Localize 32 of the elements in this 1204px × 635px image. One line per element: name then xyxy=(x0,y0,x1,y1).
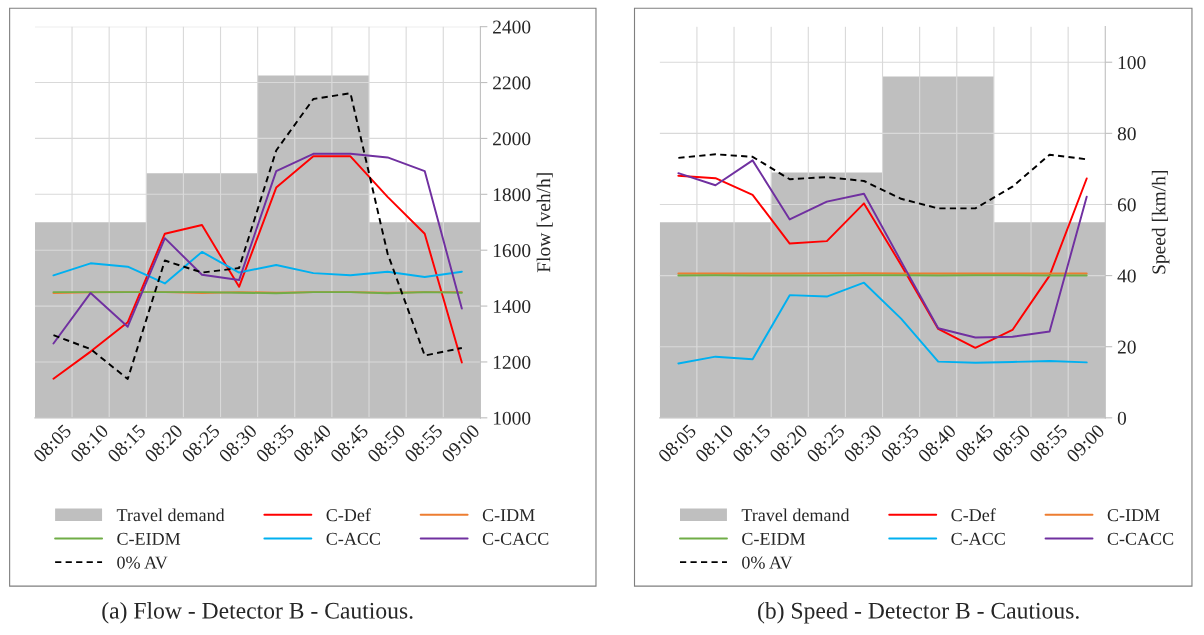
legend-label: C-Def xyxy=(951,508,996,522)
y-tick-label: 100 xyxy=(1118,56,1146,70)
legend-label: C-ACC xyxy=(951,532,1005,545)
legend-label: C-IDM xyxy=(482,509,535,522)
legend-label: 0% AV xyxy=(742,556,793,569)
legend-label: C-CACC xyxy=(1107,532,1174,545)
legend-label: Travel demand xyxy=(741,508,850,522)
legend-label: Travel demand xyxy=(116,508,225,522)
y-tick-label: 2200 xyxy=(493,76,531,90)
y-tick-label: 40 xyxy=(1117,269,1136,283)
legend-label: C-EIDM xyxy=(742,532,806,545)
y-tick-label: 80 xyxy=(1117,127,1136,141)
y-tick-label: 2000 xyxy=(493,132,531,146)
legend-label: 0% AV xyxy=(117,556,168,569)
legend-label: C-Def xyxy=(326,508,371,522)
y-tick-label: 1200 xyxy=(493,355,531,369)
y-tick-label: 60 xyxy=(1117,198,1136,212)
y-tick-label: 1400 xyxy=(493,299,531,314)
y-tick-label: 20 xyxy=(1117,340,1136,354)
y-tick-label: 1600 xyxy=(493,244,531,258)
y-tick-label: 1800 xyxy=(493,188,531,202)
text: (a) Flow - Detector B - Cautious. xyxy=(102,602,413,624)
y-axis-title: Speed [km/h] xyxy=(1151,171,1170,274)
text: (b) Speed - Detector B - Cautious. xyxy=(758,602,1079,624)
y-tick-label: 0 xyxy=(1117,411,1127,425)
y-tick-label: 1000 xyxy=(493,411,531,425)
legend-label: C-CACC xyxy=(482,532,549,545)
legend-label: C-IDM xyxy=(1107,509,1160,522)
legend-label: C-ACC xyxy=(326,532,380,545)
y-tick-label: 2400 xyxy=(493,20,531,34)
legend-label: C-EIDM xyxy=(117,532,181,545)
y-axis-title: Flow [veh/h] xyxy=(536,173,553,273)
